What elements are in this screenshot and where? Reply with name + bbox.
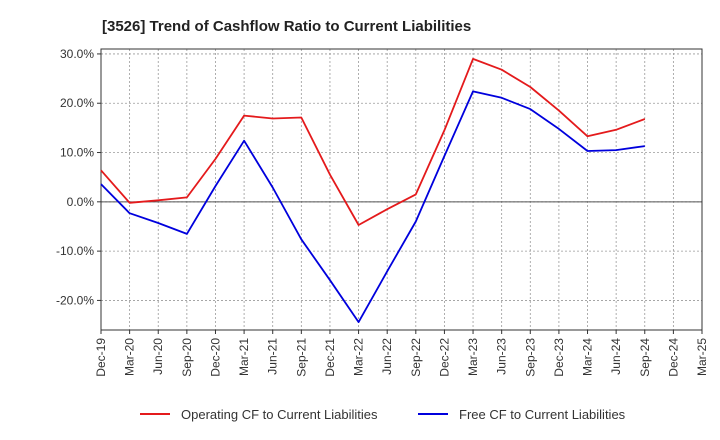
x-tick-label: Mar-24: [581, 338, 595, 376]
x-tick-label: Mar-20: [123, 338, 137, 376]
x-axis: Dec-19 Mar-20 Jun-20 Sep-20 Dec-20 Mar-21 Jun-…: [94, 330, 709, 377]
x-tick-label: Sep-22: [409, 338, 423, 377]
plot-border: [100, 48, 703, 331]
x-tick-label: Jun-23: [495, 338, 509, 375]
y-tick-label: -10.0%: [56, 244, 94, 258]
grid: [100, 49, 703, 330]
series-lines: [100, 58, 646, 324]
y-tick-label: 10.0%: [60, 146, 94, 160]
x-tick-label: Jun-20: [151, 338, 165, 375]
y-tick-label: 0.0%: [67, 195, 95, 209]
x-tick-label: Sep-24: [638, 338, 652, 377]
y-tick-label: 20.0%: [60, 96, 94, 110]
chart-title: [3526] Trend of Cashflow Ratio to Curren…: [102, 18, 471, 35]
x-tick-label: Sep-21: [294, 338, 308, 377]
x-tick-label: Dec-22: [437, 338, 451, 377]
x-tick-label: Dec-21: [323, 338, 337, 377]
legend-label-2: Free CF to Current Liabilities: [459, 407, 626, 422]
x-tick-label: Mar-23: [466, 338, 480, 376]
y-axis: 30.0% 20.0% 10.0% 0.0% -10.0% -20.0%: [56, 47, 101, 307]
x-tick-label: Jun-21: [266, 338, 280, 375]
y-tick-label: 30.0%: [60, 47, 94, 61]
series-line-1: [100, 58, 646, 226]
legend-label-1: Operating CF to Current Liabilities: [181, 407, 378, 422]
x-tick-label: Dec-24: [666, 338, 680, 377]
series-line-2: [100, 90, 645, 324]
legend: Operating CF to Current Liabilities Free …: [140, 407, 626, 422]
x-tick-label: Sep-20: [180, 338, 194, 377]
x-tick-label: Mar-22: [352, 338, 366, 376]
x-tick-label: Dec-19: [94, 338, 108, 377]
x-tick-label: Jun-24: [609, 338, 623, 375]
x-tick-label: Mar-25: [695, 338, 709, 376]
y-tick-label: -20.0%: [56, 293, 94, 307]
x-tick-label: Sep-23: [523, 338, 537, 377]
x-tick-label: Jun-22: [380, 338, 394, 375]
x-tick-label: Dec-23: [552, 338, 566, 377]
x-tick-label: Dec-20: [208, 338, 222, 377]
plot-frame: [100, 48, 703, 331]
x-tick-label: Mar-21: [237, 338, 251, 376]
